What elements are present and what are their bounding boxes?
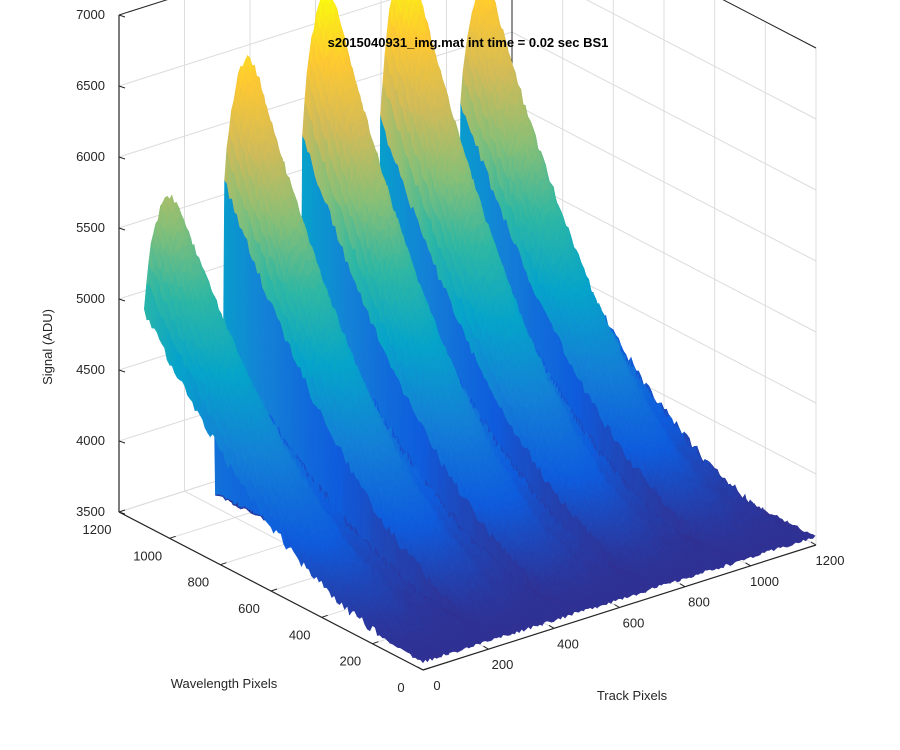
surface-cell <box>474 0 480 15</box>
surface-plot <box>143 0 816 664</box>
grid-line-z <box>118 0 817 120</box>
box-edge-top-right <box>722 0 817 49</box>
surface-cell <box>397 0 401 10</box>
